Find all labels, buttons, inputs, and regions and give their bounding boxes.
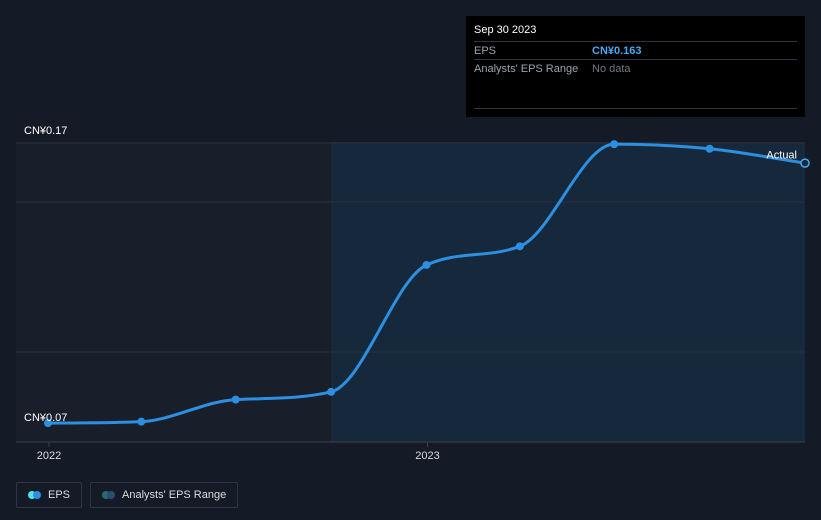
eps-points: [44, 140, 810, 428]
eps-point-highlight: [800, 158, 810, 168]
eps-point: [44, 419, 52, 428]
tooltip-eps-value: CN¥0.163: [592, 44, 642, 57]
tooltip-range-value: No data: [592, 62, 631, 75]
x-tick-label: 2022: [37, 450, 61, 462]
x-axis-labels: 2022 2023: [37, 450, 440, 462]
past-region: [16, 142, 333, 442]
eps-point: [515, 242, 524, 251]
tooltip-eps-label: EPS: [474, 44, 497, 57]
tooltip-date: Sep 30 2023: [474, 24, 537, 36]
legend: EPS Analysts' EPS Range: [16, 482, 239, 508]
recent-region: [332, 142, 805, 442]
range-swatch-icon: [102, 491, 116, 499]
legend-range-label: Analysts' EPS Range: [122, 489, 227, 501]
y-tick-label: CN¥0.17: [24, 125, 67, 137]
legend-eps-label: EPS: [48, 489, 71, 501]
eps-point: [610, 140, 619, 149]
eps-tooltip: Sep 30 2023 EPS CN¥0.163 Analysts' EPS R…: [466, 16, 805, 117]
eps-point: [422, 260, 431, 269]
legend-range-button[interactable]: Analysts' EPS Range: [90, 482, 239, 508]
tooltip-range-row: Analysts' EPS Range No data: [474, 59, 797, 77]
eps-swatch-icon: [28, 491, 41, 499]
eps-point: [327, 387, 336, 396]
legend-eps-button[interactable]: EPS: [16, 482, 83, 508]
gridlines: [16, 142, 805, 442]
y-tick-label: CN¥0.07: [24, 412, 67, 424]
tooltip-range-label: Analysts' EPS Range: [474, 62, 579, 75]
tooltip-divider: [474, 108, 797, 109]
eps-point: [137, 417, 146, 426]
eps-point: [705, 144, 714, 153]
y-axis-labels: CN¥0.17 CN¥0.07: [24, 125, 67, 424]
x-tick-label: 2023: [415, 450, 439, 462]
tooltip-eps-row: EPS CN¥0.163: [474, 41, 797, 59]
actual-annotation: Actual: [766, 150, 797, 162]
x-axis: [16, 441, 805, 447]
eps-point: [231, 395, 240, 404]
